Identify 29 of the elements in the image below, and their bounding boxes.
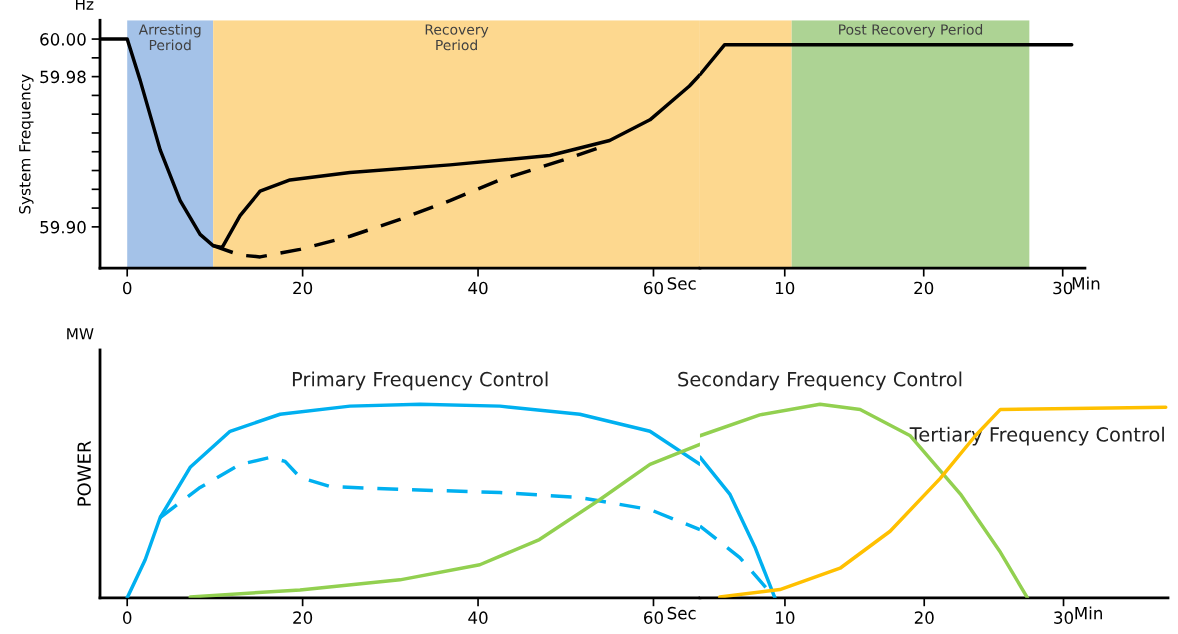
series-label: Primary Frequency Control xyxy=(292,371,548,391)
x-tick-label: 40 xyxy=(468,611,488,624)
band-label: Recovery Period xyxy=(425,24,489,51)
y-axis-title: POWER xyxy=(77,440,91,506)
y-axis-title: System Frequency xyxy=(19,74,34,214)
x-tick-label: 10 xyxy=(775,281,795,295)
x-axis-title: Min xyxy=(1072,276,1100,290)
x-tick-label: 10 xyxy=(776,611,795,624)
band-label: Arresting Period xyxy=(138,24,201,51)
x-tick-label: 60 xyxy=(644,281,663,295)
y-tick-label: 60.00 xyxy=(40,33,86,46)
y-tick-label: 59.98 xyxy=(40,70,86,84)
x-tick-label: 20 xyxy=(293,281,313,295)
text: MW xyxy=(67,328,94,340)
x-tick-label: 0 xyxy=(123,611,132,624)
x-tick-label: 30 xyxy=(1053,281,1073,295)
x-tick-label: 20 xyxy=(914,611,934,624)
series-label: Secondary Frequency Control xyxy=(678,371,962,391)
x-axis-title: Sec xyxy=(667,606,696,620)
x-tick-label: 20 xyxy=(914,281,934,295)
x-tick-label: 20 xyxy=(293,611,313,624)
x-tick-label: 0 xyxy=(123,281,132,295)
x-tick-label: 40 xyxy=(468,281,488,295)
x-axis-title: Min xyxy=(1075,606,1102,620)
band-label: Post Recovery Period xyxy=(839,24,983,38)
x-axis-title: Sec xyxy=(667,277,696,290)
x-tick-label: 30 xyxy=(1054,611,1074,624)
y-tick-label: 59.90 xyxy=(40,220,86,234)
x-tick-label: 60 xyxy=(644,611,663,624)
